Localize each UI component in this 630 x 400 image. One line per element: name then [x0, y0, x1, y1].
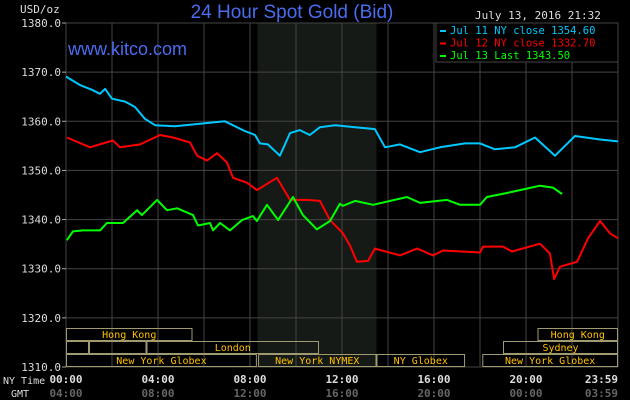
ny-time-label: NY Time	[3, 376, 45, 387]
y-tick-label: 1310.0	[21, 361, 61, 374]
x-tick-label-gmt: 04:00	[49, 387, 82, 400]
y-tick-label: 1330.0	[21, 263, 61, 276]
session-box	[89, 341, 147, 354]
legend-box	[435, 22, 619, 63]
session-box	[258, 354, 377, 367]
x-tick-label-gmt: 20:00	[417, 387, 450, 400]
x-tick-label-ny: 16:00	[417, 373, 450, 386]
x-tick-label-gmt: 00:00	[509, 387, 542, 400]
x-tick-label-gmt: 08:00	[141, 387, 174, 400]
series-line-0	[65, 75, 619, 157]
unit-label: USD/oz	[20, 3, 60, 16]
timestamp: July 13, 2016 21:32	[475, 9, 601, 22]
grid	[62, 22, 619, 368]
y-tick-label: 1370.0	[21, 66, 61, 79]
session-label: New York NYMEX	[275, 356, 359, 367]
session-box	[146, 341, 319, 354]
x-axis-labels: 00:0004:0004:0008:0008:0012:0012:0016:00…	[49, 373, 618, 400]
session-box	[482, 354, 618, 367]
gmt-label: GMT	[11, 389, 29, 400]
session-label: NY Globex	[394, 356, 448, 367]
y-axis-labels: 1310.0 1320.0 1330.0 1340.0 1350.0 1360.0 1370…	[21, 17, 61, 374]
session-label: London	[215, 343, 251, 354]
series-lines	[65, 75, 619, 280]
x-tick-label-ny: 08:00	[233, 373, 266, 386]
session-label: New York Globex	[505, 356, 595, 367]
session-label: New York Globex	[116, 356, 206, 367]
session-label: Hong Kong	[102, 330, 156, 341]
y-tick-label: 1360.0	[21, 115, 61, 128]
x-tick-label-ny: 12:00	[325, 373, 358, 386]
x-tick-label-ny: 23:59	[585, 373, 618, 386]
series-line-2	[66, 184, 563, 241]
x-tick-label-gmt: 03:59	[585, 387, 618, 400]
series-line-1	[66, 134, 619, 280]
legend-entry: Jul 12 NY close 1332.70	[450, 38, 595, 50]
y-tick-label: 1340.0	[21, 214, 61, 227]
nymex-shaded-region	[257, 23, 377, 367]
session-box	[66, 341, 89, 354]
session-label: Sydney	[542, 343, 578, 354]
chart-title: 24 Hour Spot Gold (Bid)	[191, 2, 394, 23]
trading-sessions: Hong Kong Hong Kong London Sydney New York G…	[66, 328, 618, 367]
y-tick-label: 1380.0	[21, 17, 61, 30]
session-box	[66, 328, 193, 341]
legend-entry: Jul 11 NY close 1354.60	[450, 25, 595, 37]
x-tick-label-ny: 20:00	[509, 373, 542, 386]
kitco-watermark: www.kitco.com	[67, 39, 187, 59]
session-box	[66, 354, 257, 367]
session-box	[376, 354, 466, 367]
session-box	[503, 341, 618, 354]
session-label: Hong Kong	[551, 330, 605, 341]
y-tick-label: 1350.0	[21, 164, 61, 177]
legend-entry: Jul 13 Last 1343.50	[450, 50, 570, 62]
y-tick-label: 1320.0	[21, 312, 61, 325]
x-tick-label-gmt: 12:00	[233, 387, 266, 400]
x-tick-label-ny: 04:00	[141, 373, 174, 386]
session-box	[537, 328, 618, 341]
x-tick-label-gmt: 16:00	[325, 387, 358, 400]
x-tick-label-ny: 00:00	[49, 373, 82, 386]
